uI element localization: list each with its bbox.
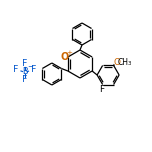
Text: CH: CH	[118, 58, 129, 67]
Text: −: −	[27, 64, 33, 70]
Text: +: +	[66, 50, 72, 56]
Text: F: F	[13, 66, 19, 74]
Text: 3: 3	[127, 61, 131, 66]
Text: F: F	[31, 66, 37, 74]
Text: B: B	[22, 67, 28, 76]
Text: F: F	[99, 85, 104, 94]
Text: O: O	[60, 52, 69, 62]
Text: O: O	[113, 58, 120, 67]
Text: F: F	[22, 59, 28, 67]
Text: F: F	[22, 76, 28, 85]
